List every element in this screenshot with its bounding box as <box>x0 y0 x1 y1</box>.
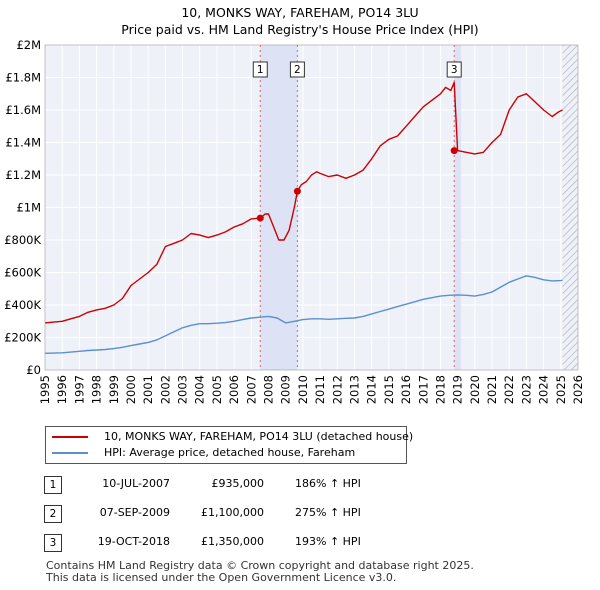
sale-badge-label: 1 <box>257 64 264 76</box>
sale-price: £935,000 <box>211 477 265 490</box>
x-tick-label: 2026 <box>571 375 585 404</box>
hpi-line <box>44 275 563 354</box>
title-line-2: Price paid vs. HM Land Registry's House … <box>121 22 479 37</box>
sale-point <box>293 187 301 195</box>
sale-point <box>450 147 458 155</box>
x-tick-label: 2021 <box>485 375 499 404</box>
x-tick-label: 2014 <box>365 375 379 404</box>
sale-number-badge: 3 <box>44 534 62 552</box>
footer-licence: This data is licensed under the Open Gov… <box>46 571 397 584</box>
sale-badge-box <box>252 61 268 78</box>
x-tick-label: 2015 <box>382 375 396 404</box>
y-tick-label: £200K <box>4 331 41 345</box>
y-tick-label: £2M <box>16 38 41 52</box>
legend-label-property: 10, MONKS WAY, FAREHAM, PO14 3LU (detach… <box>104 430 414 443</box>
y-tick-label: £400K <box>4 298 41 312</box>
y-tick-label: £600K <box>4 266 41 280</box>
x-tick-label: 2007 <box>244 375 258 404</box>
x-tick-label: 2001 <box>141 375 155 404</box>
plot-border <box>44 44 579 371</box>
x-tick-label: 2012 <box>330 375 344 404</box>
x-tick-label: 1995 <box>38 375 52 404</box>
y-tick-label: £800K <box>4 233 41 247</box>
sale-row: 1 10-JUL-2007 £935,000 186% ↑ HPI <box>40 472 440 501</box>
legend-swatch-hpi <box>52 452 88 454</box>
property-price-line <box>44 81 563 324</box>
y-tick-label: £0 <box>26 363 41 377</box>
sale-point <box>256 214 264 222</box>
x-tick-label: 2003 <box>176 375 190 404</box>
x-tick-label: 2019 <box>451 375 465 404</box>
sale-price: £1,100,000 <box>201 506 264 519</box>
sale-badge-box <box>289 61 305 78</box>
sale-badge-label: 2 <box>294 64 301 76</box>
legend-label-hpi: HPI: Average price, detached house, Fare… <box>104 446 356 459</box>
sale-hpi-change: 186% ↑ HPI <box>295 477 361 490</box>
sale-badge-label: 3 <box>451 64 458 76</box>
sales-table: 1 10-JUL-2007 £935,000 186% ↑ HPI 2 07-S… <box>40 472 440 559</box>
x-tick-label: 1998 <box>90 375 104 404</box>
x-tick-label: 2024 <box>537 375 551 404</box>
sale-date: 07-SEP-2009 <box>99 506 170 519</box>
sale-hpi-change: 275% ↑ HPI <box>295 506 361 519</box>
x-tick-label: 2002 <box>158 375 172 404</box>
footer: Contains HM Land Registry data © Crown c… <box>46 560 474 584</box>
x-tick-label: 2017 <box>416 375 430 404</box>
chart-title: 10, MONKS WAY, FAREHAM, PO14 3LU Price p… <box>0 4 600 38</box>
sale-date: 19-OCT-2018 <box>97 535 170 548</box>
x-tick-label: 2009 <box>279 375 293 404</box>
y-tick-label: £1.4M <box>5 136 41 150</box>
y-tick-label: £1.8M <box>5 71 41 85</box>
x-tick-label: 2004 <box>193 375 207 404</box>
x-tick-label: 2008 <box>262 375 276 404</box>
sale-row: 2 07-SEP-2009 £1,100,000 275% ↑ HPI <box>40 501 440 530</box>
y-tick-label: £1.2M <box>5 168 41 182</box>
x-tick-label: 2016 <box>399 375 413 404</box>
y-tick-label: £1.6M <box>5 103 41 117</box>
legend: 10, MONKS WAY, FAREHAM, PO14 3LU (detach… <box>45 426 413 464</box>
x-tick-label: 2011 <box>313 375 327 404</box>
x-tick-label: 2023 <box>519 375 533 404</box>
x-tick-label: 1999 <box>107 375 121 404</box>
x-tick-label: 2010 <box>296 375 310 404</box>
footer-copyright: Contains HM Land Registry data © Crown c… <box>46 559 474 572</box>
title-line-1: 10, MONKS WAY, FAREHAM, PO14 3LU <box>181 5 419 20</box>
x-tick-label: 2013 <box>347 375 361 404</box>
sale-period-shading <box>454 45 462 370</box>
legend-swatch-property <box>52 436 88 438</box>
x-tick-label: 2020 <box>468 375 482 404</box>
sale-number-badge: 1 <box>44 476 62 494</box>
x-tick-label: 2000 <box>124 375 138 404</box>
forecast-hatch <box>562 45 578 370</box>
sale-hpi-change: 193% ↑ HPI <box>295 535 361 548</box>
sale-number-badge: 2 <box>44 505 62 523</box>
sale-period-shading <box>260 45 298 370</box>
x-tick-label: 2006 <box>227 375 241 404</box>
sale-price: £1,350,000 <box>201 535 264 548</box>
x-tick-label: 2025 <box>554 375 568 404</box>
price-chart: 1 2 3 £0 £200K £400K £600K £800K £1M £1.2M £1.4M £… <box>4 38 585 404</box>
x-tick-label: 2022 <box>502 375 516 404</box>
x-tick-label: 1997 <box>72 375 86 404</box>
sale-date: 10-JUL-2007 <box>102 477 170 490</box>
sale-badge-box <box>446 61 462 78</box>
sale-row: 3 19-OCT-2018 £1,350,000 193% ↑ HPI <box>40 530 440 559</box>
x-tick-label: 2018 <box>433 375 447 404</box>
x-tick-label: 2005 <box>210 375 224 404</box>
y-tick-label: £1M <box>16 201 41 215</box>
x-tick-label: 1996 <box>55 375 69 404</box>
